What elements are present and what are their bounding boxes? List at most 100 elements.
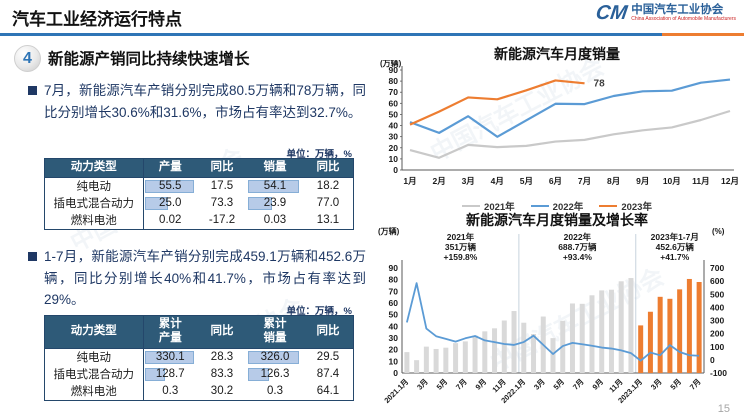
svg-text:600: 600	[710, 276, 724, 286]
svg-text:3月: 3月	[415, 377, 430, 392]
table-row: 燃料电池 0.02 -17.2 0.03 13.1	[45, 211, 353, 229]
table-cell: 54.1	[247, 177, 303, 195]
table-cell: 64.1	[316, 385, 340, 398]
svg-text:(万辆): (万辆)	[380, 60, 402, 68]
table-row: 纯电动 55.5 17.5 54.1 18.2	[45, 177, 353, 195]
svg-text:5月: 5月	[552, 377, 567, 392]
data-bar	[248, 179, 300, 193]
svg-text:50: 50	[389, 109, 399, 119]
page-title: 汽车工业经济运行特点	[12, 10, 182, 29]
table-cell: 0.03	[263, 214, 287, 227]
table-cell: 29.5	[316, 351, 340, 364]
page-number: 15	[717, 403, 730, 415]
table-cell: 330.1	[143, 348, 197, 366]
table-cell: 0.02	[159, 214, 182, 227]
svg-text:60: 60	[389, 98, 399, 108]
column-header: 累计 销量	[247, 316, 303, 349]
svg-text:90: 90	[389, 65, 399, 75]
table-cell: 28.3	[210, 351, 234, 364]
table-cell: 128.7	[143, 366, 197, 383]
table-cell: 30.2	[210, 385, 234, 398]
unit-label-2: 单位：万辆，%	[286, 306, 352, 317]
svg-text:4月: 4月	[491, 176, 504, 186]
legend-item: 2021年	[462, 199, 515, 213]
svg-text:10月: 10月	[663, 176, 681, 186]
bullet-july: 7月，新能源汽车产销分别完成80.5万辆和78万辆，同比分别增长30.6%和31…	[28, 80, 366, 123]
svg-text:2月: 2月	[432, 176, 445, 186]
legend-line-icon	[599, 204, 618, 208]
column-header: 销量	[247, 159, 303, 178]
table-cell: 23.9	[247, 195, 303, 212]
table-cell: 73.3	[210, 197, 234, 210]
section-title: 新能源产销同比持续快速增长	[48, 51, 250, 68]
data-bar	[144, 179, 194, 193]
svg-text:90: 90	[389, 263, 399, 273]
svg-text:400: 400	[710, 302, 724, 312]
svg-text:2021.1月: 2021.1月	[382, 377, 410, 405]
svg-text:20: 20	[389, 143, 399, 153]
svg-text:7月: 7月	[571, 377, 586, 392]
data-bar	[248, 367, 270, 381]
bullet-square-icon	[28, 252, 37, 261]
svg-text:11月: 11月	[692, 176, 710, 186]
logo-name: 中国汽车工业协会	[631, 3, 724, 16]
svg-text:9月: 9月	[474, 377, 489, 392]
column-header: 累计 产量	[143, 316, 197, 349]
svg-text:200: 200	[710, 329, 724, 339]
data-bar	[248, 350, 300, 364]
svg-text:60: 60	[389, 298, 399, 308]
legend-item: 2022年	[530, 199, 583, 213]
data-bar	[248, 196, 272, 210]
svg-text:50: 50	[389, 310, 399, 320]
bullet-square-icon	[28, 86, 37, 95]
svg-text:40: 40	[389, 121, 399, 131]
svg-text:5月: 5月	[435, 377, 450, 392]
bullet-ytd: 1-7月，新能源汽车产销分别完成459.1万辆和452.6万辆，同比分别增长40…	[28, 246, 366, 311]
monthly-sales-chart: 新能源汽车月度销量 0 10 20 30 40 50 60 70 80 90 (万辆) 1月 2月 3月 4…	[374, 44, 740, 213]
svg-text:3月: 3月	[532, 377, 547, 392]
data-bar	[144, 367, 165, 381]
table-row: 纯电动 330.1 28.3 326.0 29.5	[45, 348, 353, 366]
table-cell: 0.3	[267, 385, 283, 398]
table-cell: 18.2	[316, 180, 340, 193]
table-cell: 0.3	[162, 385, 179, 398]
monthly-table: 动力类型 产量 同比 销量 同比 纯电动 55.5 17.5 54.1 18.2 插电式混合动力 25…	[44, 158, 354, 230]
table-row: 插电式混合动力 128.7 83.3 126.3 87.4	[45, 365, 353, 383]
svg-text:7月: 7月	[578, 176, 591, 186]
section-number-badge: 4	[14, 45, 41, 72]
svg-text:10: 10	[389, 356, 399, 366]
svg-text:100: 100	[710, 342, 724, 352]
svg-text:12月: 12月	[721, 176, 739, 186]
svg-text:500: 500	[710, 289, 724, 299]
svg-text:(%): (%)	[712, 227, 725, 236]
svg-text:0: 0	[393, 165, 398, 175]
svg-text:80: 80	[389, 275, 399, 285]
svg-text:30: 30	[389, 333, 399, 343]
column-header: 同比	[303, 316, 353, 349]
table-cell: 插电式混合动力	[45, 365, 144, 383]
svg-text:7月: 7月	[454, 377, 469, 392]
header-divider	[0, 33, 744, 36]
header-divider-accent	[662, 33, 744, 36]
svg-text:20: 20	[389, 345, 399, 355]
column-header: 同比	[197, 159, 247, 178]
cumulative-table: 动力类型 累计 产量 同比 累计 销量 同比 纯电动 330.1 28.3 326.0 29.5 插…	[44, 315, 354, 401]
svg-text:700: 700	[710, 263, 724, 273]
table-cell: 17.5	[210, 180, 234, 193]
svg-text:-100: -100	[710, 368, 727, 378]
table-row: 燃料电池 0.3 30.2 0.3 64.1	[45, 382, 353, 400]
svg-text:3月: 3月	[649, 377, 664, 392]
caam-logo: CM 中国汽车工业协会 China Association of Automob…	[594, 2, 736, 24]
svg-text:6月: 6月	[549, 176, 562, 186]
table-cell: 燃料电池	[45, 211, 144, 229]
caam-logo-icon: CM	[594, 2, 629, 24]
column-header: 同比	[303, 159, 353, 178]
bullet-ytd-text: 1-7月，新能源汽车产销分别完成459.1万辆和452.6万辆，同比分别增长40…	[44, 249, 366, 308]
table-cell: 126.3	[247, 366, 303, 383]
svg-text:40: 40	[389, 321, 399, 331]
sales-growth-chart: 新能源汽车月度销量及增长率 0 10 20 30 40 50 60 70 80 90 -100 0 10…	[374, 210, 740, 412]
svg-text:8月: 8月	[607, 176, 620, 186]
